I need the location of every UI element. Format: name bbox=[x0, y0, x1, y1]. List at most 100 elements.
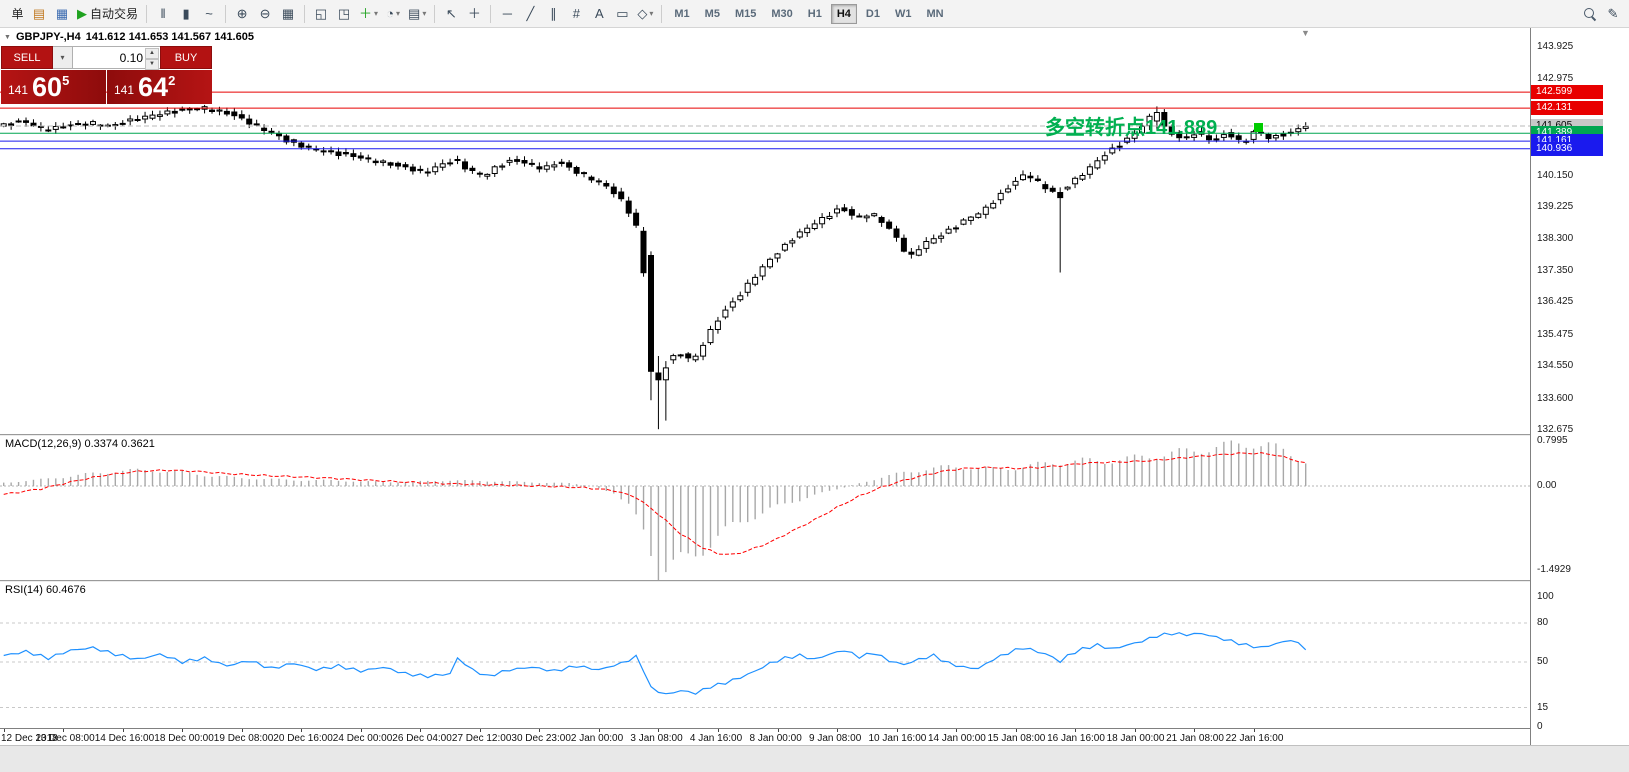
chart-shift-marker[interactable]: ▼ bbox=[1301, 28, 1310, 38]
one-click-collapse-toggle[interactable]: ▼ bbox=[4, 33, 11, 41]
line-chart-icon: ~ bbox=[205, 6, 213, 21]
new-order-button-label: 单 bbox=[11, 7, 24, 21]
price-axis-label: 134.550 bbox=[1537, 360, 1574, 372]
channel-tool-button[interactable]: ∥ bbox=[542, 3, 564, 25]
sell-button[interactable]: SELL bbox=[1, 46, 53, 69]
panel-separator-macd[interactable] bbox=[0, 434, 1629, 436]
tf-h4-button[interactable]: H4 bbox=[830, 3, 857, 24]
candlestick-chart-button[interactable]: ▮ bbox=[175, 3, 197, 25]
time-axis[interactable]: 12 Dec 2018 13 Dec 08:00 14 Dec 16:00 18 De… bbox=[0, 728, 1530, 745]
time-axis-label: 3 Jan 08:00 bbox=[630, 733, 683, 744]
rsi-label: RSI(14) 60.4676 bbox=[5, 584, 86, 596]
price-axis-label: 143.925 bbox=[1537, 41, 1574, 52]
cursor-button[interactable]: ↖ bbox=[440, 3, 462, 25]
time-axis-label: 12 Dec 2018 bbox=[1, 733, 58, 744]
zoom-in-button[interactable]: ⊕ bbox=[231, 3, 253, 25]
volume-stepper: ▲ ▼ bbox=[145, 48, 159, 70]
macd-signal-line bbox=[3, 452, 1306, 555]
price-chart-canvas[interactable] bbox=[0, 28, 1530, 434]
chevron-down-icon: ▾ bbox=[649, 9, 654, 18]
trendline-tool-button[interactable]: ╱ bbox=[519, 3, 541, 25]
bar-chart-button[interactable]: ‖ bbox=[152, 3, 174, 25]
time-axis-label: 10 Jan 16:00 bbox=[868, 733, 927, 744]
fibonacci-tool-button[interactable]: # bbox=[565, 3, 587, 25]
charts-window-button[interactable]: ▤ bbox=[28, 3, 50, 25]
toolbar-separator bbox=[146, 4, 148, 23]
main-toolbar: 单 ▤ ▦ ▶ 自动交易 ‖ ▮ ~ ⊕ ⊖ ▦ ◱ ◳ ＋ ▾ ◔ ▾ ▤ ▾ ↖ ＋ ─ ╱ ∥ # A ▭ ◇ ▾ M1 M5 M15 M… bbox=[0, 0, 1629, 28]
tf-m15-button[interactable]: M15 bbox=[734, 7, 757, 20]
cascade-windows-button[interactable]: ◳ bbox=[333, 3, 355, 25]
shapes-tool-icon: ◇ bbox=[637, 6, 648, 21]
chart-text-annotation[interactable]: 多空转折点141.889 bbox=[1045, 117, 1218, 139]
candlestick-chart-icon: ▮ bbox=[182, 6, 190, 21]
toolbar-separator bbox=[434, 4, 436, 23]
time-axis-tick bbox=[1015, 729, 1017, 732]
time-axis-tick bbox=[837, 729, 838, 732]
shapes-tool-button[interactable]: ◇ ▾ bbox=[634, 3, 656, 25]
time-axis-tick bbox=[956, 729, 957, 732]
cascade-windows-icon: ◳ bbox=[337, 6, 351, 21]
tile-windows-button[interactable]: ◱ bbox=[310, 3, 332, 25]
price-line-badge: 142.131 bbox=[1531, 101, 1603, 116]
volume-input[interactable]: 0.10 ▲ ▼ bbox=[73, 46, 160, 70]
time-axis-label: 16 Jan 16:00 bbox=[1047, 733, 1105, 744]
profiles-icon: ▦ bbox=[55, 6, 69, 21]
panel-separator-rsi[interactable] bbox=[0, 580, 1629, 582]
periods-button[interactable]: ◔ ▾ bbox=[382, 3, 404, 25]
price-axis-label: 137.350 bbox=[1537, 264, 1574, 276]
macd-histogram bbox=[3, 440, 1307, 580]
buy-price-display[interactable]: 141 64 2 bbox=[107, 70, 212, 104]
volume-increase-button[interactable]: ▲ bbox=[145, 48, 159, 59]
search-button[interactable] bbox=[1579, 3, 1601, 25]
bar-chart-icon: ‖ bbox=[160, 6, 166, 21]
buy-button[interactable]: BUY bbox=[160, 46, 212, 69]
text-tool-icon: A bbox=[595, 6, 604, 21]
buy-price-big: 64 bbox=[138, 72, 169, 102]
toolbar-separator bbox=[490, 4, 492, 23]
sell-price-pip: 5 bbox=[62, 73, 70, 88]
templates-button[interactable]: ▤ ▾ bbox=[405, 3, 429, 25]
line-chart-button[interactable]: ~ bbox=[198, 3, 220, 25]
edit-button[interactable]: ✎ bbox=[1602, 3, 1624, 25]
candles-group bbox=[0, 104, 1309, 430]
sell-price-display[interactable]: 141 60 5 bbox=[1, 70, 106, 104]
zoom-out-button[interactable]: ⊖ bbox=[254, 3, 276, 25]
search-icon bbox=[1584, 7, 1596, 20]
label-tool-icon: ▭ bbox=[616, 6, 629, 21]
macd-indicator-canvas[interactable] bbox=[0, 436, 1530, 580]
autotrading-button[interactable]: ▶ 自动交易 bbox=[74, 3, 141, 25]
new-chart-button[interactable]: ＋ ▾ bbox=[356, 3, 381, 25]
toolbar-separator bbox=[661, 4, 663, 23]
tf-m1-button[interactable]: M1 bbox=[674, 7, 690, 20]
buy-price-pip: 2 bbox=[168, 73, 176, 88]
grid-button[interactable]: ▦ bbox=[277, 3, 299, 25]
hline-tool-button[interactable]: ─ bbox=[496, 3, 518, 25]
trade-marker-square[interactable] bbox=[1254, 123, 1263, 132]
profiles-button[interactable]: ▦ bbox=[51, 3, 73, 25]
hline-tool-icon: ─ bbox=[502, 6, 512, 21]
crosshair-button[interactable]: ＋ bbox=[463, 3, 485, 25]
text-tool-button[interactable]: A bbox=[588, 3, 610, 25]
time-axis-label: 8 Jan 00:00 bbox=[749, 733, 802, 744]
label-tool-button[interactable]: ▭ bbox=[611, 3, 633, 25]
one-click-trading-panel: SELL ▾ 0.10 ▲ ▼ BUY 141 60 5 141 64 bbox=[1, 46, 212, 104]
status-strip bbox=[0, 745, 1629, 772]
volume-dropdown[interactable]: ▾ bbox=[53, 46, 73, 69]
rsi-indicator-canvas[interactable] bbox=[0, 582, 1530, 728]
time-axis-label: 27 Dec 12:00 bbox=[451, 733, 512, 744]
volume-decrease-button[interactable]: ▼ bbox=[145, 59, 159, 70]
tf-h1-button[interactable]: H1 bbox=[807, 7, 822, 20]
time-axis-tick bbox=[241, 729, 243, 732]
tf-w1-button[interactable]: W1 bbox=[894, 7, 912, 20]
new-order-button[interactable]: 单 bbox=[5, 3, 27, 25]
volume-value: 0.10 bbox=[119, 50, 143, 65]
time-axis-label: 15 Jan 08:00 bbox=[987, 733, 1046, 744]
tf-d1-button[interactable]: D1 bbox=[865, 7, 880, 20]
tf-m5-button[interactable]: M5 bbox=[704, 7, 720, 20]
time-axis-tick bbox=[122, 729, 124, 732]
price-axis[interactable]: 143.925 142.975 140.150 139.225 138.300 137.3… bbox=[1530, 28, 1629, 745]
tf-m30-button[interactable]: M30 bbox=[771, 7, 793, 20]
macd-axis-label: 0.00 bbox=[1537, 480, 1557, 491]
time-axis-label: 14 Dec 16:00 bbox=[94, 733, 155, 744]
tf-mn-button[interactable]: MN bbox=[926, 7, 944, 20]
